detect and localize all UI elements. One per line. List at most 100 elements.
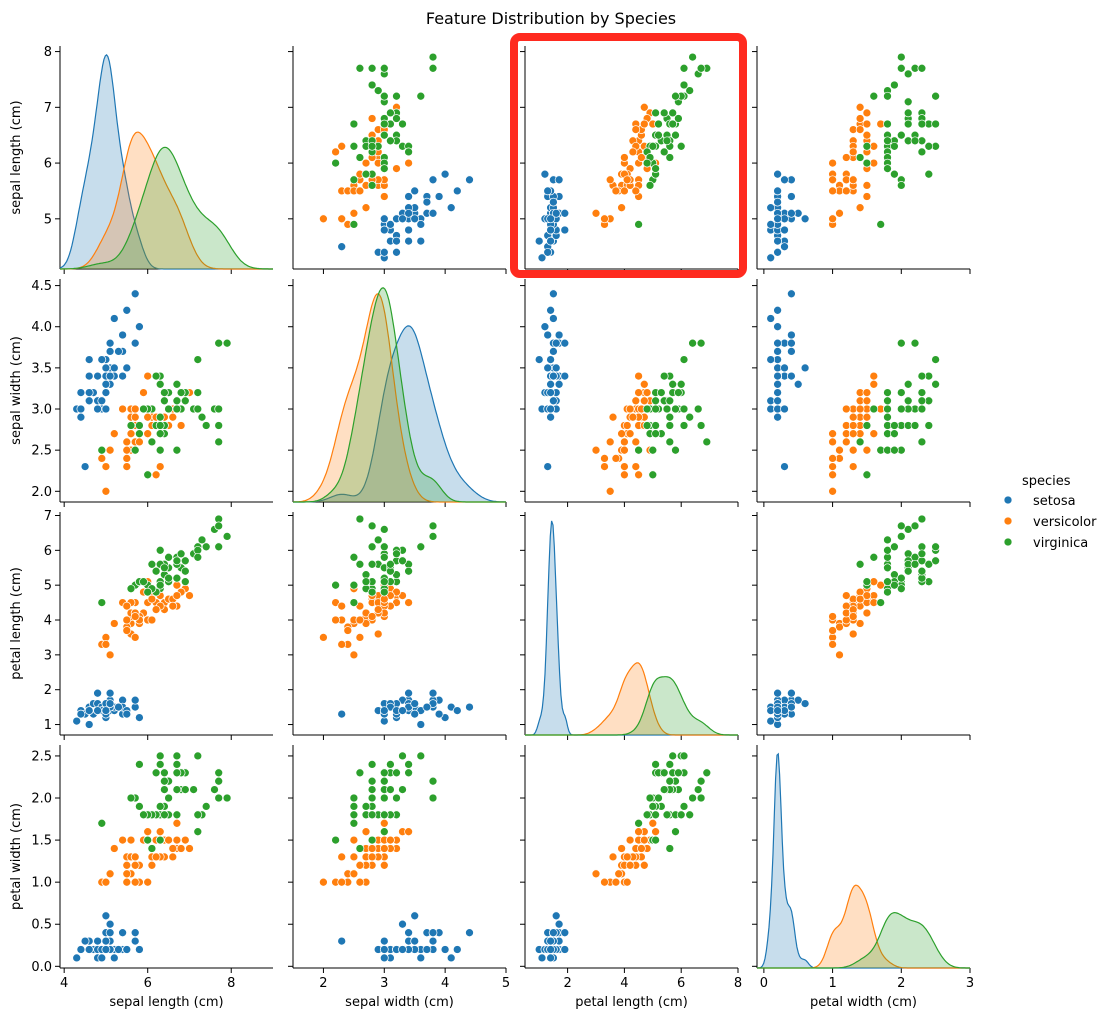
point-virginica xyxy=(883,577,892,587)
point-virginica xyxy=(193,388,203,397)
point-setosa xyxy=(105,338,115,348)
point-virginica xyxy=(903,379,913,389)
point-versicolor xyxy=(361,158,371,168)
point-virginica xyxy=(671,404,680,414)
point-setosa xyxy=(76,388,86,397)
point-versicolor xyxy=(337,214,347,224)
point-virginica xyxy=(386,760,395,769)
point-versicolor xyxy=(168,844,178,853)
point-virginica xyxy=(135,429,144,439)
point-virginica xyxy=(634,818,643,828)
point-versicolor xyxy=(143,877,153,887)
point-versicolor xyxy=(611,186,621,196)
point-versicolor xyxy=(331,147,340,157)
point-setosa xyxy=(114,347,123,356)
point-virginica xyxy=(924,559,934,569)
point-versicolor xyxy=(600,214,609,224)
point-virginica xyxy=(349,119,359,129)
point-virginica xyxy=(355,559,365,569)
point-setosa xyxy=(773,371,782,381)
point-virginica xyxy=(428,63,438,73)
point-setosa xyxy=(410,936,420,946)
point-versicolor xyxy=(319,633,328,642)
point-versicolor xyxy=(355,877,365,887)
point-setosa xyxy=(549,197,558,207)
point-setosa xyxy=(560,371,570,381)
point-virginica xyxy=(222,793,232,803)
point-setosa xyxy=(549,396,558,406)
point-versicolor xyxy=(634,827,643,837)
point-versicolor xyxy=(164,835,173,845)
x-axis-label: sepal width (cm) xyxy=(345,995,454,1010)
kde-fill-setosa xyxy=(757,753,970,968)
point-setosa xyxy=(540,322,550,332)
point-virginica xyxy=(214,421,224,430)
point-virginica xyxy=(176,388,186,397)
point-setosa xyxy=(560,225,570,235)
point-setosa xyxy=(97,355,107,364)
point-versicolor xyxy=(876,580,886,590)
y-tick-label: 2.0 xyxy=(31,792,52,807)
point-setosa xyxy=(780,363,789,373)
point-virginica xyxy=(398,556,407,566)
point-versicolor xyxy=(617,203,626,213)
point-versicolor xyxy=(105,445,115,455)
point-virginica xyxy=(656,388,666,397)
point-virginica xyxy=(862,158,872,168)
point-virginica xyxy=(172,810,182,820)
point-virginica xyxy=(896,573,906,583)
point-setosa xyxy=(546,388,555,397)
kde-line-setosa xyxy=(293,325,507,503)
point-setosa xyxy=(410,709,420,719)
point-versicolor xyxy=(828,175,837,185)
point-virginica xyxy=(160,396,169,406)
point-versicolor xyxy=(828,214,837,224)
point-versicolor xyxy=(620,470,629,480)
kde-line-virginica xyxy=(293,287,506,503)
point-setosa xyxy=(80,936,90,946)
point-versicolor xyxy=(361,203,371,213)
point-setosa xyxy=(434,192,444,201)
point-virginica xyxy=(654,793,663,803)
point-virginica xyxy=(355,514,365,524)
point-setosa xyxy=(84,945,94,954)
point-virginica xyxy=(917,396,927,406)
point-setosa xyxy=(130,338,140,348)
point-virginica xyxy=(883,412,892,422)
point-versicolor xyxy=(622,877,632,887)
point-versicolor xyxy=(355,860,365,870)
point-setosa xyxy=(780,225,789,235)
point-virginica xyxy=(404,147,413,157)
point-virginica xyxy=(147,844,157,853)
point-versicolor xyxy=(600,877,609,887)
kde-fill-versicolor xyxy=(757,885,970,968)
point-setosa xyxy=(105,371,115,381)
point-setosa xyxy=(76,412,86,422)
y-tick-label: 7 xyxy=(44,101,52,116)
point-setosa xyxy=(109,363,119,373)
point-virginica xyxy=(654,119,663,129)
point-setosa xyxy=(122,945,132,954)
point-virginica xyxy=(379,119,389,129)
point-setosa xyxy=(787,371,796,381)
point-versicolor xyxy=(337,141,347,151)
point-setosa xyxy=(379,225,389,235)
point-setosa xyxy=(135,945,144,954)
point-virginica xyxy=(659,147,669,157)
point-setosa xyxy=(551,338,561,348)
point-versicolor xyxy=(848,147,858,157)
kde-fill-virginica xyxy=(293,287,506,502)
point-virginica xyxy=(361,169,371,179)
point-setosa xyxy=(80,462,90,471)
point-virginica xyxy=(651,810,660,820)
point-versicolor xyxy=(848,175,858,185)
y-tick-label: 0.5 xyxy=(31,918,52,933)
x-tick-label: 1 xyxy=(828,976,836,991)
point-virginica xyxy=(665,153,675,162)
point-setosa xyxy=(787,289,796,299)
point-virginica xyxy=(367,542,377,552)
point-setosa xyxy=(404,192,413,201)
point-virginica xyxy=(862,577,872,587)
point-setosa xyxy=(122,305,132,315)
point-setosa xyxy=(546,305,555,315)
